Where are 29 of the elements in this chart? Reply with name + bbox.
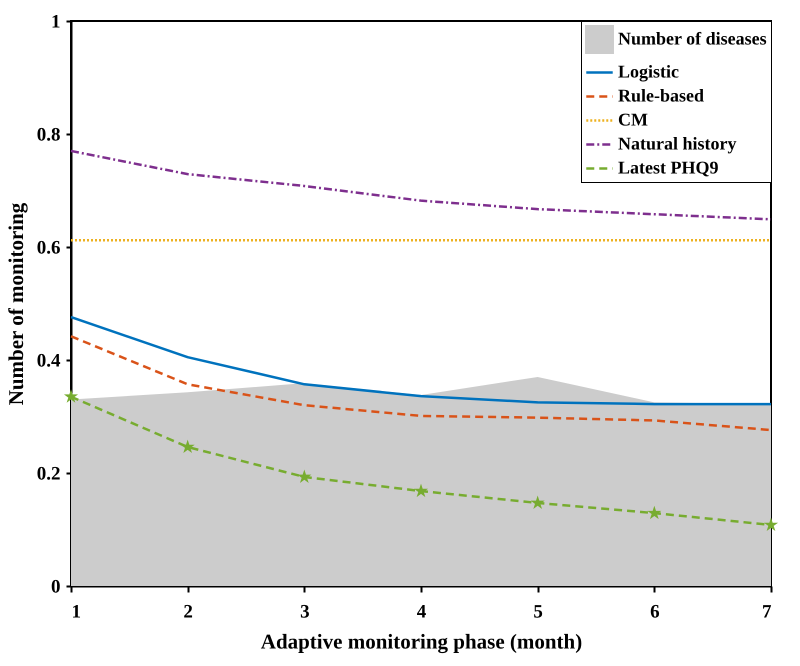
legend-label: CM <box>618 110 648 130</box>
y-tick-label: 0 <box>51 576 60 598</box>
legend-label: Natural history <box>618 134 736 154</box>
point <box>764 518 778 531</box>
x-tick-label: 4 <box>416 602 427 622</box>
x-tick-label: 7 <box>762 602 772 622</box>
line-series <box>70 316 772 406</box>
legend-label: Number of diseases <box>618 28 767 48</box>
x-tick-label: 6 <box>650 602 660 622</box>
y-tick-label: 0.6 <box>36 238 60 258</box>
point <box>297 470 312 483</box>
point <box>414 484 428 498</box>
point <box>64 389 78 403</box>
legend-label: Logistic <box>618 62 680 82</box>
x-axis-title: Adaptive monitoring phase (month) <box>260 630 582 654</box>
point <box>647 506 662 520</box>
y-tick-label: 0.4 <box>36 350 61 372</box>
y-tick-label: 0.8 <box>36 124 60 146</box>
legend-label: Rule-based <box>618 86 704 106</box>
x-tick-label: 1 <box>72 602 81 622</box>
x-tick-label: 2 <box>183 602 193 622</box>
y-tick-label: 0.2 <box>36 464 60 484</box>
y-axis-title: Number of monitoring <box>4 202 28 406</box>
point <box>530 496 545 509</box>
x-tick-label: 5 <box>533 602 543 622</box>
x-tick-label: 3 <box>300 602 310 622</box>
point <box>180 440 195 454</box>
legend-label: Latest PHQ9 <box>618 158 718 178</box>
y-tick-label: 1 <box>51 12 60 32</box>
